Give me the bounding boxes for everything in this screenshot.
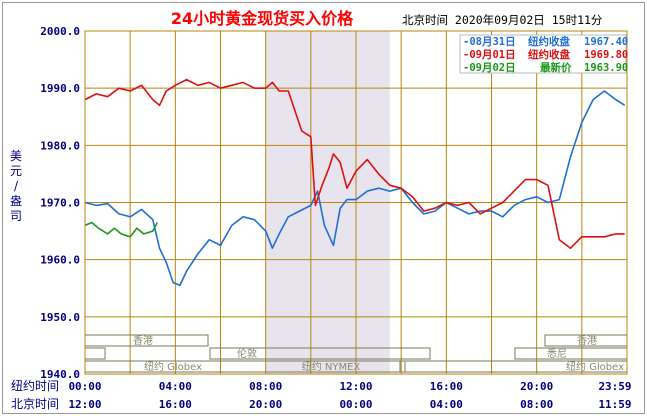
y-axis-label: 美元/盎司 [10,149,22,223]
chart-title: 24小时黄金现货买入价格 [171,9,354,28]
ny-tick-label: 08:00 [249,380,282,393]
legend-entry: -09月02日 最新价 1963.90 [463,61,628,74]
y-tick-label: 1970.0 [40,197,80,210]
ny-tick-label: 00:00 [68,380,101,393]
legend-entry: -08月31日 纽约收盘 1967.40 [463,35,628,48]
x-axis-ticks: 00:00 04:00 08:00 12:00 16:00 20:00 23:59 12:00… [68,380,631,411]
legend-date: -09月01日 [463,49,516,61]
legend-date: -08月31日 [463,36,516,48]
ny-tick-label: 16:00 [430,380,463,393]
market-session-box [209,347,431,360]
y-label-char: 元 [10,164,22,178]
y-label-char: 司 [10,209,22,223]
y-label-char: 美 [10,149,22,163]
legend: -08月31日 纽约收盘 1967.40-09月01日 纽约收盘 1969.80-09月… [459,34,628,74]
y-axis-ticks: 2000.0 1990.0 1980.0 1970.0 1960.0 1950.0 1940… [40,25,80,381]
legend-value: 1967.40 [584,36,628,48]
market-label: 香港 [133,335,153,347]
bj-tick-label: 16:00 [159,398,192,411]
y-tick-label: 2000.0 [40,25,80,38]
y-label-char: 盎 [10,194,22,208]
bj-tick-label: 04:00 [430,398,463,411]
legend-label: 最新价 [540,61,572,74]
bj-tick-label: 20:00 [249,398,282,411]
chart-timestamp: 北京时间 2020年09月02日 15时11分 [402,13,603,27]
market-label: 香港 [577,335,597,347]
legend-value: 1969.80 [584,49,628,61]
y-tick-label: 1960.0 [40,254,80,267]
legend-value: 1963.90 [584,62,628,74]
bj-tick-label: 08:00 [520,398,553,411]
ny-time-label: 纽约时间 [11,378,59,393]
ny-tick-label: 04:00 [159,380,192,393]
plot-border [84,30,628,375]
market-label: 伦敦 [237,347,257,360]
price-series [84,78,626,287]
y-tick-label: 1950.0 [40,311,80,324]
legend-box [459,34,627,74]
market-label: 纽约 NYMEX [302,360,361,373]
market-label: 悉尼 [547,348,567,360]
y-label-char: / [14,179,19,193]
bj-tick-label: 12:00 [68,398,101,411]
horizontal-gridlines [85,87,627,318]
ny-tick-label: 12:00 [339,380,372,393]
market-label: 纽约 Globex [566,360,624,373]
ny-tick-label: 20:00 [520,380,553,393]
y-tick-label: 1940.0 [40,368,80,381]
y-tick-label: 1990.0 [40,82,80,95]
bj-time-label: 北京时间 [11,397,59,411]
legend-label: 纽约收盘 [528,48,570,61]
y-tick-label: 1980.0 [40,139,80,152]
legend-entry: -09月01日 纽约收盘 1969.80 [463,48,628,61]
series-line-2 [84,78,625,249]
bj-tick-label: 00:00 [339,398,372,411]
series-line-3 [84,221,159,238]
market-label: 纽约 Globex [144,360,202,373]
legend-date: -09月02日 [463,62,516,74]
ny-tick-label: 23:59 [598,380,631,393]
legend-label: 纽约收盘 [528,35,570,48]
series-line-1 [84,90,626,287]
bj-tick-label: 11:59 [598,398,631,411]
